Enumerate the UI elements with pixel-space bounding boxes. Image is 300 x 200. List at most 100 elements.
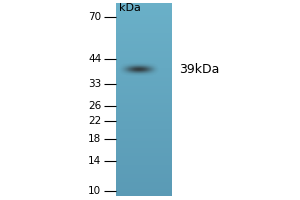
Bar	[116, 59, 172, 60]
Bar	[116, 149, 172, 151]
Bar	[116, 193, 172, 194]
Bar	[116, 122, 172, 123]
Bar	[116, 27, 172, 28]
Bar	[116, 185, 172, 186]
Bar	[116, 19, 172, 20]
Bar	[116, 137, 172, 138]
Bar	[116, 24, 172, 25]
Bar	[116, 103, 172, 104]
Bar	[116, 26, 172, 27]
Bar	[116, 100, 172, 101]
Bar	[116, 163, 172, 164]
Bar	[116, 166, 172, 167]
Bar	[116, 190, 172, 191]
Bar	[116, 73, 172, 74]
Text: 14: 14	[88, 156, 101, 166]
Bar	[116, 191, 172, 192]
Bar	[116, 146, 172, 148]
Bar	[116, 5, 172, 6]
Bar	[116, 183, 172, 184]
Bar	[116, 56, 172, 57]
Bar	[116, 125, 172, 126]
Bar	[116, 132, 172, 133]
Bar	[116, 109, 172, 110]
Text: 18: 18	[88, 134, 101, 144]
Bar	[116, 9, 172, 11]
Bar	[116, 105, 172, 106]
Bar	[116, 8, 172, 10]
Bar	[116, 68, 172, 69]
Bar	[116, 89, 172, 90]
Bar	[116, 16, 172, 17]
Bar	[116, 139, 172, 140]
Bar	[116, 174, 172, 176]
Bar	[116, 37, 172, 39]
Bar	[116, 85, 172, 86]
Bar	[116, 39, 172, 40]
Bar	[116, 144, 172, 145]
Bar	[116, 151, 172, 152]
Text: 10: 10	[88, 186, 101, 196]
Bar	[116, 25, 172, 26]
Bar	[116, 50, 172, 51]
Bar	[116, 18, 172, 19]
Bar	[116, 147, 172, 149]
Bar	[116, 155, 172, 156]
Bar	[116, 118, 172, 120]
Bar	[116, 131, 172, 132]
Bar	[116, 128, 172, 129]
Text: 33: 33	[88, 79, 101, 89]
Bar	[116, 126, 172, 127]
Bar	[116, 70, 172, 71]
Bar	[116, 102, 172, 103]
Bar	[116, 78, 172, 79]
Bar	[116, 10, 172, 11]
Bar	[116, 62, 172, 64]
Bar	[116, 182, 172, 183]
Bar	[116, 33, 172, 34]
Bar	[116, 178, 172, 179]
Bar	[116, 80, 172, 81]
Bar	[116, 104, 172, 105]
Bar	[116, 74, 172, 75]
Bar	[116, 107, 172, 108]
Bar	[116, 159, 172, 160]
Bar	[116, 43, 172, 44]
Bar	[116, 173, 172, 175]
Bar	[116, 142, 172, 143]
Bar	[116, 120, 172, 122]
Bar	[116, 117, 172, 119]
Bar	[116, 130, 172, 131]
Bar	[116, 129, 172, 130]
Bar	[116, 40, 172, 41]
Bar	[116, 187, 172, 188]
Bar	[116, 45, 172, 46]
Text: kDa: kDa	[119, 3, 141, 13]
Bar	[116, 44, 172, 45]
Bar	[116, 173, 172, 174]
Bar	[116, 112, 172, 113]
Bar	[116, 156, 172, 157]
Bar	[116, 143, 172, 144]
Bar	[116, 51, 172, 52]
Bar	[116, 184, 172, 185]
Bar	[116, 145, 172, 146]
Bar	[116, 75, 172, 76]
Bar	[116, 76, 172, 77]
Bar	[116, 84, 172, 85]
Bar	[116, 31, 172, 32]
Bar	[116, 95, 172, 96]
Bar	[116, 13, 172, 14]
Bar	[116, 35, 172, 37]
Bar	[116, 150, 172, 151]
Bar	[116, 116, 172, 117]
Bar	[116, 108, 172, 109]
Bar	[116, 152, 172, 153]
Bar	[116, 5, 172, 7]
Bar	[116, 148, 172, 150]
Bar	[116, 87, 172, 88]
Bar	[116, 179, 172, 180]
Bar	[116, 41, 172, 42]
Bar	[116, 110, 172, 111]
Bar	[116, 171, 172, 172]
